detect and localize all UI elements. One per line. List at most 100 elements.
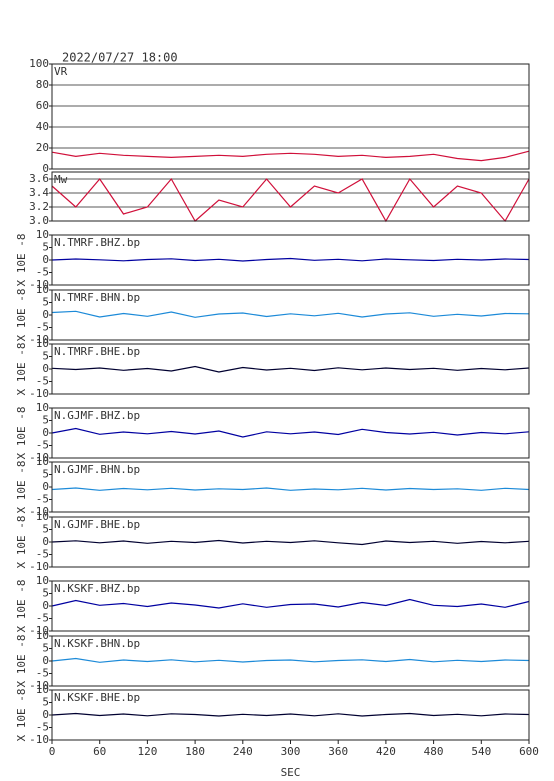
trace bbox=[51, 539, 530, 546]
y-tick-label: 10 bbox=[36, 337, 49, 350]
panel-frame bbox=[51, 407, 530, 459]
panel-label: Mw bbox=[54, 173, 68, 186]
trace bbox=[51, 657, 530, 663]
y-tick-label: 10 bbox=[36, 283, 49, 296]
panel-frame bbox=[51, 580, 530, 632]
y-tick-label: 40 bbox=[36, 120, 49, 133]
y-tick-label: 5 bbox=[42, 696, 49, 709]
y-axis-label: X 10E -8 bbox=[15, 635, 28, 688]
chart-title: 2022/07/27 18:00 bbox=[62, 51, 178, 65]
y-tick-label: 5 bbox=[42, 296, 49, 309]
y-tick-label: -5 bbox=[36, 439, 49, 452]
x-tick-label: 120 bbox=[137, 745, 157, 758]
y-tick-label: -5 bbox=[36, 548, 49, 561]
trace bbox=[51, 150, 530, 162]
y-tick-label: 10 bbox=[36, 455, 49, 468]
trace bbox=[51, 487, 530, 491]
y-tick-label: 5 bbox=[42, 350, 49, 363]
x-tick-label: 300 bbox=[281, 745, 301, 758]
panel-label: N.GJMF.BHE.bp bbox=[54, 518, 140, 531]
x-tick-label: 540 bbox=[471, 745, 491, 758]
trace bbox=[51, 257, 530, 262]
y-tick-label: -10 bbox=[29, 733, 49, 746]
y-tick-label: 80 bbox=[36, 78, 49, 91]
trace bbox=[51, 712, 530, 717]
y-tick-label: 3.4 bbox=[29, 186, 49, 199]
y-tick-label: 10 bbox=[36, 683, 49, 696]
panel-frame bbox=[51, 343, 530, 395]
y-tick-label: 5 bbox=[42, 642, 49, 655]
y-tick-label: 0 bbox=[42, 426, 49, 439]
y-tick-label: -5 bbox=[36, 266, 49, 279]
y-tick-label: 20 bbox=[36, 141, 49, 154]
y-tick-label: 5 bbox=[42, 523, 49, 536]
y-tick-label: -5 bbox=[36, 493, 49, 506]
y-tick-label: 0 bbox=[42, 308, 49, 321]
x-tick-label: 360 bbox=[328, 745, 348, 758]
y-tick-label: -10 bbox=[29, 560, 49, 573]
y-tick-label: 0 bbox=[42, 162, 49, 175]
x-tick-label: 480 bbox=[424, 745, 444, 758]
panel-label: N.GJMF.BHN.bp bbox=[54, 463, 140, 476]
trace bbox=[51, 427, 530, 438]
y-axis-label: X 10E -8 bbox=[15, 234, 28, 287]
panel-label: N.TMRF.BHN.bp bbox=[54, 291, 140, 304]
y-tick-label: 10 bbox=[36, 510, 49, 523]
y-axis-label: X 10E -8 bbox=[15, 343, 28, 396]
y-tick-label: -5 bbox=[36, 375, 49, 388]
x-tick-label: 0 bbox=[49, 745, 56, 758]
panel-frame bbox=[51, 516, 530, 568]
y-tick-label: 0 bbox=[42, 599, 49, 612]
y-tick-label: 5 bbox=[42, 468, 49, 481]
panel-frame bbox=[51, 461, 530, 513]
y-tick-label: 5 bbox=[42, 414, 49, 427]
y-tick-label: 100 bbox=[29, 57, 49, 70]
panel-frame bbox=[51, 63, 530, 170]
panel-label: VR bbox=[54, 65, 68, 78]
x-tick-label: 420 bbox=[376, 745, 396, 758]
y-tick-label: -10 bbox=[29, 387, 49, 400]
panel-label: N.KSKF.BHZ.bp bbox=[54, 582, 140, 595]
y-axis-label: X 10E -8 bbox=[15, 689, 28, 742]
y-tick-label: -10 bbox=[29, 278, 49, 291]
y-tick-label: -5 bbox=[36, 667, 49, 680]
trace bbox=[51, 365, 530, 373]
y-tick-label: -10 bbox=[29, 505, 49, 518]
x-tick-label: 180 bbox=[185, 745, 205, 758]
y-tick-label: 3.0 bbox=[29, 214, 49, 227]
y-tick-label: 0 bbox=[42, 654, 49, 667]
y-tick-label: 10 bbox=[36, 228, 49, 241]
panel-label: N.GJMF.BHZ.bp bbox=[54, 409, 140, 422]
panel-frame bbox=[51, 635, 530, 687]
panel-label: N.KSKF.BHE.bp bbox=[54, 691, 140, 704]
x-tick-label: 60 bbox=[93, 745, 106, 758]
y-axis-label: X 10E -8 bbox=[15, 461, 28, 514]
y-tick-label: -10 bbox=[29, 679, 49, 692]
trace bbox=[51, 310, 530, 318]
x-tick-label: 600 bbox=[519, 745, 539, 758]
y-tick-label: -10 bbox=[29, 624, 49, 637]
y-tick-label: -10 bbox=[29, 333, 49, 346]
y-tick-label: 5 bbox=[42, 241, 49, 254]
trace bbox=[51, 177, 530, 223]
panel-label: N.TMRF.BHZ.bp bbox=[54, 236, 140, 249]
y-axis-label: X 10E -8 bbox=[15, 289, 28, 342]
y-tick-label: -10 bbox=[29, 451, 49, 464]
y-tick-label: 10 bbox=[36, 401, 49, 414]
y-tick-label: 3.2 bbox=[29, 200, 49, 213]
trace bbox=[51, 598, 530, 609]
y-tick-label: -5 bbox=[36, 721, 49, 734]
y-tick-label: 0 bbox=[42, 480, 49, 493]
y-tick-label: 0 bbox=[42, 708, 49, 721]
y-tick-label: 0 bbox=[42, 535, 49, 548]
y-axis-label: X 10E -8 bbox=[15, 516, 28, 569]
y-axis-label: X 10E -8 bbox=[15, 407, 28, 460]
x-tick-label: 240 bbox=[233, 745, 253, 758]
panel-frame bbox=[51, 289, 530, 341]
panel-label: N.TMRF.BHE.bp bbox=[54, 345, 140, 358]
y-axis-label: X 10E -8 bbox=[15, 580, 28, 633]
y-tick-label: 10 bbox=[36, 574, 49, 587]
y-tick-label: -5 bbox=[36, 612, 49, 625]
y-tick-label: 0 bbox=[42, 362, 49, 375]
